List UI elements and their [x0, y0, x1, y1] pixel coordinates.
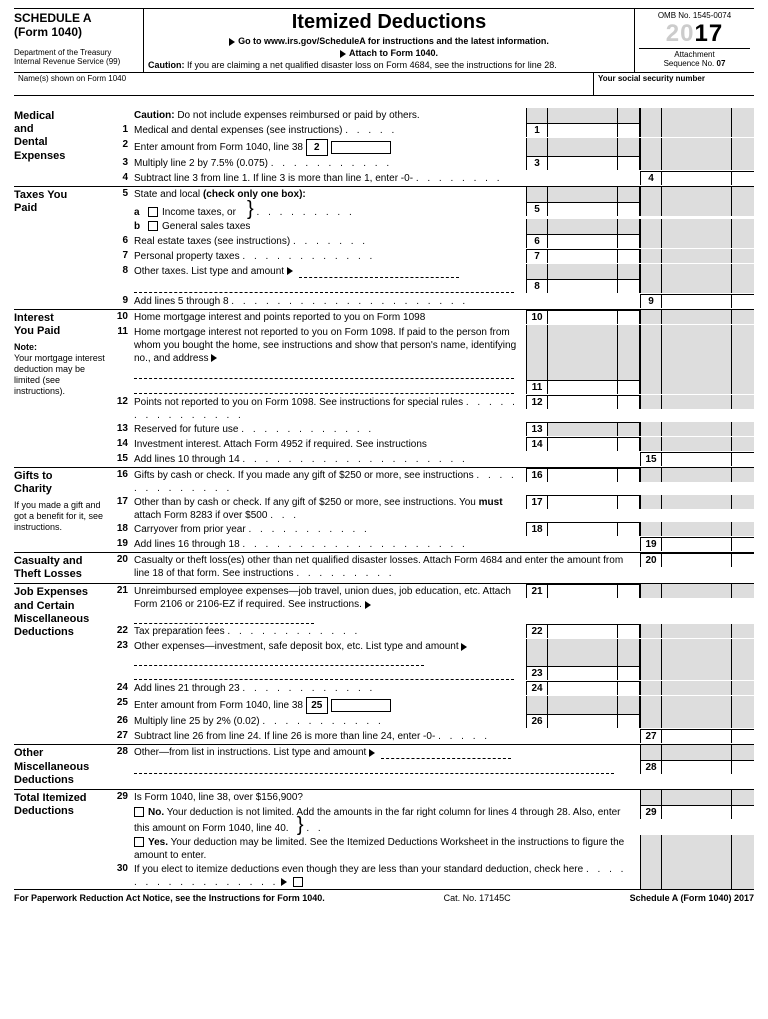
- line-7: Personal property taxes . . . . . . . . …: [134, 249, 526, 263]
- footer-center: Cat. No. 17145C: [444, 893, 511, 903]
- line-20: Casualty or theft loss(es) other than ne…: [134, 553, 640, 580]
- triangle-icon: [461, 643, 467, 651]
- section-gifts: Gifts toCharity If you made a gift and g…: [14, 467, 754, 552]
- name-field-label: Name(s) shown on Form 1040: [14, 73, 594, 95]
- line-12: Points not reported to you on Form 1098.…: [134, 395, 526, 422]
- line-3: Multiply line 2 by 7.5% (0.075) . . . . …: [134, 156, 526, 170]
- medical-caution: Caution: Do not include expenses reimbur…: [134, 108, 526, 122]
- section-other: Other Miscellaneous Deductions 28 Other—…: [14, 744, 754, 789]
- line-23: Other expenses—investment, safe deposit …: [134, 639, 526, 666]
- tax-year: 2017: [639, 20, 750, 48]
- attach-line: Attach to Form 1040.: [148, 48, 630, 58]
- schedule-label: SCHEDULE A: [14, 11, 139, 25]
- line-21: Unreimbursed employee expenses—job trave…: [134, 584, 526, 624]
- omb-label: OMB No. 1545-0074: [639, 11, 750, 20]
- line-28: Other—from list in instructions. List ty…: [134, 745, 640, 759]
- name-ssn-row: Name(s) shown on Form 1040 Your social s…: [14, 73, 754, 96]
- footer-right: Schedule A (Form 1040) 2017: [630, 893, 754, 903]
- form-title: Itemized Deductions: [148, 11, 630, 34]
- line-24: Add lines 21 through 23 . . . . . . . . …: [134, 681, 526, 695]
- header-right: OMB No. 1545-0074 2017 Attachment Sequen…: [634, 9, 754, 72]
- triangle-icon: [365, 601, 371, 609]
- line-29-no: No. Your deduction is not limited. Add t…: [134, 805, 640, 835]
- line-4: Subtract line 3 from line 1. If line 3 i…: [134, 171, 640, 185]
- checkbox-5a[interactable]: [148, 207, 158, 217]
- triangle-icon: [287, 267, 293, 275]
- section-taxes: Taxes YouPaid 5 State and local (check o…: [14, 186, 754, 309]
- gifts-label: Gifts toCharity If you made a gift and g…: [14, 468, 114, 552]
- line-16: Gifts by cash or check. If you made any …: [134, 468, 526, 495]
- line-11: Home mortgage interest not reported to y…: [134, 325, 526, 365]
- checkbox-29yes[interactable]: [134, 837, 144, 847]
- line-14: Investment interest. Attach Form 4952 if…: [134, 437, 526, 451]
- section-casualty: Casualty and Theft Losses 20 Casualty or…: [14, 552, 754, 583]
- form-body: MedicalandDentalExpenses Caution: Do not…: [14, 108, 754, 890]
- other-label: Other Miscellaneous Deductions: [14, 745, 114, 789]
- line-5: State and local (check only one box):: [134, 187, 526, 201]
- triangle-icon: [211, 354, 217, 362]
- taxes-label: Taxes YouPaid: [14, 187, 114, 309]
- line-26: Multiply line 25 by 2% (0.02) . . . . . …: [134, 714, 526, 728]
- dept-label: Department of the Treasury Internal Reve…: [14, 49, 139, 67]
- line-13: Reserved for future use . . . . . . . . …: [134, 422, 526, 436]
- header-left: SCHEDULE A (Form 1040) Department of the…: [14, 9, 144, 72]
- interest-label: InterestYou Paid Note:Your mortgage inte…: [14, 310, 114, 467]
- total-label: Total Itemized Deductions: [14, 790, 114, 889]
- line-5b: bGeneral sales taxes: [134, 219, 526, 233]
- triangle-icon: [340, 50, 346, 58]
- line-6: Real estate taxes (see instructions) . .…: [134, 234, 526, 248]
- line25-input[interactable]: [331, 699, 391, 712]
- line-22: Tax preparation fees . . . . . . . . . .…: [134, 624, 526, 638]
- medical-label: MedicalandDentalExpenses: [14, 108, 114, 186]
- line-9: Add lines 5 through 8 . . . . . . . . . …: [134, 294, 640, 308]
- line-30: If you elect to itemize deductions even …: [134, 862, 640, 889]
- line-29-yes: Yes. Your deduction may be limited. See …: [134, 835, 640, 862]
- line-5a: aIncome taxes, or } . . . . . . . . .: [134, 202, 526, 219]
- triangle-icon: [229, 38, 235, 46]
- checkbox-5b[interactable]: [148, 221, 158, 231]
- line-18: Carryover from prior year . . . . . . . …: [134, 522, 526, 536]
- header-center: Itemized Deductions Go to www.irs.gov/Sc…: [144, 9, 634, 72]
- line-27: Subtract line 26 from line 24. If line 2…: [134, 729, 640, 743]
- line-2: Enter amount from Form 1040, line 38 2: [134, 138, 526, 156]
- checkbox-29no[interactable]: [134, 807, 144, 817]
- line-15: Add lines 10 through 14 . . . . . . . . …: [134, 452, 640, 466]
- attachment-label: Attachment Sequence No. 07: [639, 48, 750, 68]
- triangle-icon: [369, 749, 375, 757]
- line2-input[interactable]: [331, 141, 391, 154]
- goto-line: Go to www.irs.gov/ScheduleA for instruct…: [148, 36, 630, 46]
- line-1: Medical and dental expenses (see instruc…: [134, 123, 526, 137]
- section-total: Total Itemized Deductions 29 Is Form 104…: [14, 789, 754, 889]
- line-29: Is Form 1040, line 38, over $156,900?: [134, 790, 640, 804]
- line-25: Enter amount from Form 1040, line 38 25: [134, 696, 526, 714]
- line-8: Other taxes. List type and amount: [134, 264, 526, 278]
- triangle-icon: [281, 878, 287, 886]
- line-10: Home mortgage interest and points report…: [134, 310, 526, 324]
- section-job: Job Expenses and Certain Miscellaneous D…: [14, 583, 754, 744]
- checkbox-30[interactable]: [293, 877, 303, 887]
- form-footer: For Paperwork Reduction Act Notice, see …: [14, 890, 754, 903]
- section-medical: MedicalandDentalExpenses Caution: Do not…: [14, 108, 754, 186]
- line-19: Add lines 16 through 18 . . . . . . . . …: [134, 537, 640, 551]
- line-17: Other than by cash or check. If any gift…: [134, 495, 526, 522]
- job-label: Job Expenses and Certain Miscellaneous D…: [14, 584, 114, 744]
- caution-line: Caution: Caution: If you are claiming a …: [148, 60, 630, 70]
- section-interest: InterestYou Paid Note:Your mortgage inte…: [14, 309, 754, 467]
- casualty-label: Casualty and Theft Losses: [14, 553, 114, 583]
- ssn-field-label: Your social security number: [594, 73, 754, 95]
- footer-left: For Paperwork Reduction Act Notice, see …: [14, 893, 325, 903]
- form-label: (Form 1040): [14, 25, 139, 39]
- form-header: SCHEDULE A (Form 1040) Department of the…: [14, 8, 754, 73]
